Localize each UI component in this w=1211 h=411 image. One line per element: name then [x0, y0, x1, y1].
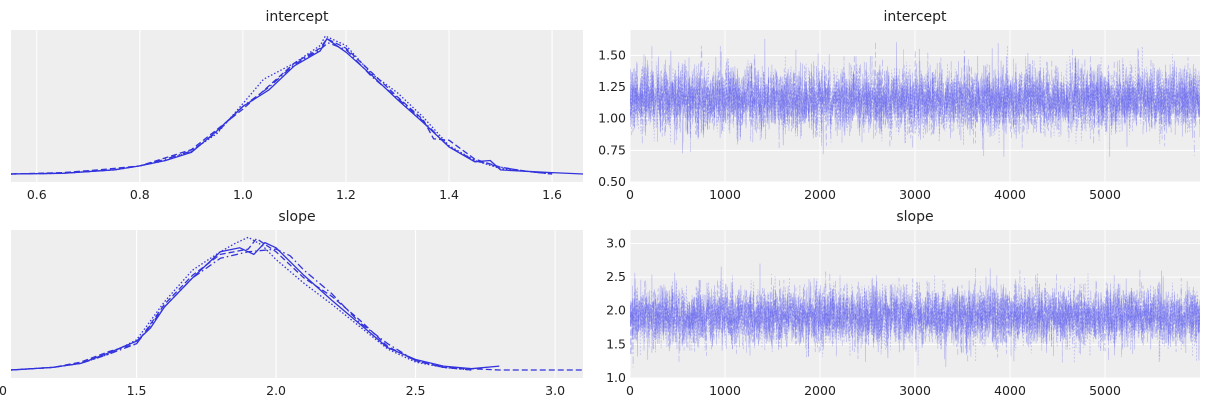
- x-tick-label: 1.6: [542, 187, 562, 202]
- y-tick-label: 2.0: [606, 303, 626, 318]
- x-tick-label: 0.8: [130, 187, 150, 202]
- y-tick-label: 1.0: [606, 370, 626, 385]
- y-tick-label: 3.0: [606, 235, 626, 250]
- x-tick-label: 1000: [709, 383, 741, 398]
- subplot-title: intercept: [884, 9, 948, 25]
- subplot-title: slope: [278, 209, 315, 225]
- x-tick-label: 3.0: [545, 383, 565, 398]
- grid-lines: [629, 30, 1200, 183]
- subplot-2: 0 1000 2000 3000 4000 5000 0.50 0.75 1.00 1.25 1.5…: [598, 9, 1200, 202]
- subplot-1: 0.6 0.8 1.0 1.2 1.4 1.6 intercept: [11, 9, 583, 202]
- x-tick-label: 4000: [994, 383, 1026, 398]
- trace-line-chain-4: [630, 45, 1200, 156]
- kde-line-chain-2: [11, 237, 583, 371]
- x-tick-label: 2000: [804, 187, 836, 202]
- subplot-3: 1.0 1.5 2.0 2.5 3.0 slope: [0, 209, 583, 398]
- x-tick-label: 3000: [899, 187, 931, 202]
- plot-marks: [630, 38, 1200, 157]
- kde-line-chain-4: [11, 42, 553, 175]
- grid-lines: [629, 230, 1200, 379]
- trace-line-chain-3: [630, 45, 1200, 153]
- x-tick-label: 5000: [1089, 187, 1121, 202]
- grid-lines: [136, 230, 556, 378]
- plot-marks: [630, 263, 1200, 368]
- x-tick-label: 2.5: [406, 383, 426, 398]
- trace-line-chain-3: [630, 272, 1200, 366]
- x-tick-label: 1.0: [233, 187, 253, 202]
- y-tick-label: 1.25: [598, 79, 626, 94]
- plot-marks: [11, 35, 583, 175]
- x-tick-label: 0: [626, 383, 634, 398]
- x-tick-label: 1.0: [0, 383, 7, 398]
- trace-line-chain-2: [630, 269, 1200, 363]
- x-tick-label: 2.0: [266, 383, 286, 398]
- plot-area: [11, 30, 583, 182]
- y-tick-label: 0.50: [598, 174, 626, 189]
- x-tick-label: 3000: [899, 383, 931, 398]
- trace-line-chain-1: [630, 38, 1200, 157]
- kde-line-chain-2: [11, 38, 553, 175]
- plot-area: [11, 230, 583, 378]
- kde-line-chain-1: [11, 38, 583, 175]
- y-tick-label: 1.50: [598, 47, 626, 62]
- y-tick-label: 2.5: [606, 269, 626, 284]
- x-tick-label: 1.4: [439, 187, 459, 202]
- x-tick-label: 0.6: [27, 187, 47, 202]
- x-tick-label: 1.2: [336, 187, 356, 202]
- trace-line-chain-1: [630, 263, 1200, 368]
- y-tick-label: 1.5: [606, 336, 626, 351]
- plot-marks: [11, 236, 583, 371]
- subplot-4: 0 1000 2000 3000 4000 5000 1.0 1.5 2.0 2.5 3.0 slop…: [606, 209, 1200, 398]
- x-tick-label: 0: [626, 187, 634, 202]
- kde-line-chain-4: [11, 248, 472, 371]
- x-tick-label: 4000: [994, 187, 1026, 202]
- y-tick-label: 0.75: [598, 142, 626, 157]
- y-tick-label: 1.00: [598, 111, 626, 126]
- trace-line-chain-4: [630, 268, 1200, 368]
- subplot-title: slope: [896, 209, 933, 225]
- x-tick-label: 2000: [804, 383, 836, 398]
- subplot-title: intercept: [266, 9, 330, 25]
- x-tick-label: 1000: [709, 187, 741, 202]
- x-tick-label: 1.5: [127, 383, 147, 398]
- trace-line-chain-2: [630, 41, 1200, 157]
- x-tick-label: 5000: [1089, 383, 1121, 398]
